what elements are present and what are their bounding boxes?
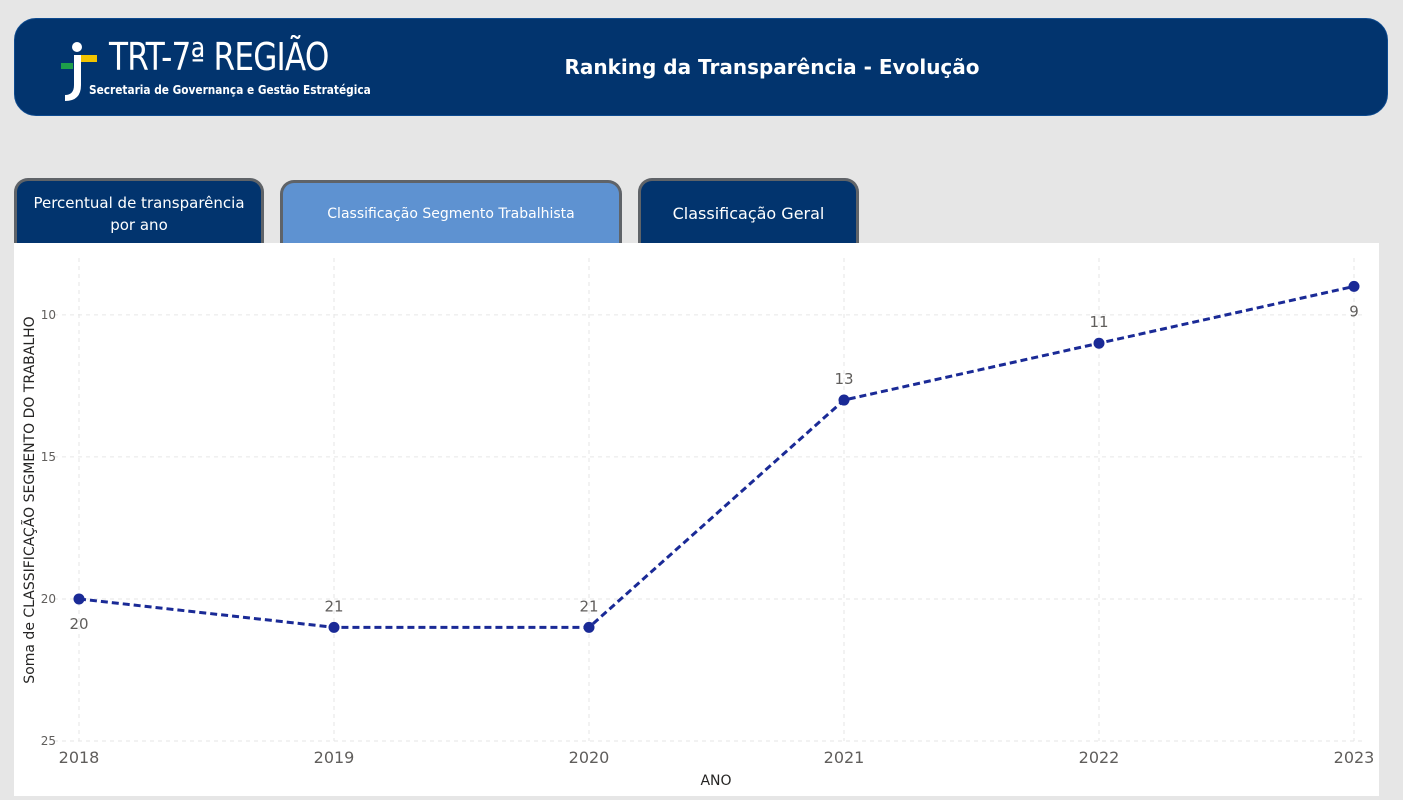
data-label: 13	[834, 370, 853, 388]
series-line	[78, 284, 1355, 629]
data-point	[838, 394, 850, 406]
tab-label: Classificação Geral	[672, 204, 825, 223]
x-tick-label: 2021	[824, 748, 865, 767]
data-point	[583, 621, 595, 633]
header-banner: TRT-7ª REGIÃO Secretaria de Governança e…	[14, 18, 1388, 116]
chart-panel: 10 15 20 25 2018 2019 2020 2021 2022 2023 ANO Soma …	[14, 243, 1379, 796]
data-point	[73, 593, 85, 605]
data-label: 21	[324, 597, 343, 615]
x-tick-label: 2020	[569, 748, 610, 767]
tab-percentual-transparencia[interactable]: Percentual de transparência por ano	[14, 178, 264, 246]
trt-logo-icon	[61, 42, 97, 101]
tab-label: Classificação Segmento Trabalhista	[327, 205, 575, 222]
x-tick-label: 2022	[1079, 748, 1120, 767]
data-point	[1093, 337, 1105, 349]
trt7-logo: TRT-7ª REGIÃO Secretaria de Governança e…	[59, 35, 379, 103]
data-point	[328, 621, 340, 633]
x-tick-label: 2018	[59, 748, 100, 767]
data-label: 21	[579, 597, 598, 615]
x-tick-label: 2023	[1334, 748, 1375, 767]
x-axis-title: ANO	[700, 773, 731, 789]
logo-subtitle: Secretaria de Governança e Gestão Estrat…	[89, 83, 371, 97]
logo-title: TRT-7ª REGIÃO	[109, 35, 329, 79]
data-label: 9	[1349, 302, 1359, 320]
y-tick-label: 25	[41, 734, 56, 748]
y-tick-label: 10	[41, 308, 56, 322]
page-title: Ranking da Transparência - Evolução	[564, 55, 980, 79]
tab-label: Percentual de transparência por ano	[33, 193, 245, 234]
data-label: 11	[1089, 313, 1108, 331]
y-tick-label: 15	[41, 450, 56, 464]
x-tick-label: 2019	[314, 748, 355, 767]
y-tick-label: 20	[41, 592, 56, 606]
tab-classificacao-segmento[interactable]: Classificação Segmento Trabalhista	[280, 180, 622, 244]
data-point	[1348, 280, 1360, 292]
y-axis-title: Soma de CLASSIFICAÇÃO SEGMENTO DO TRABAL…	[21, 316, 38, 683]
data-label: 20	[69, 615, 88, 633]
tab-classificacao-geral[interactable]: Classificação Geral	[638, 178, 859, 246]
